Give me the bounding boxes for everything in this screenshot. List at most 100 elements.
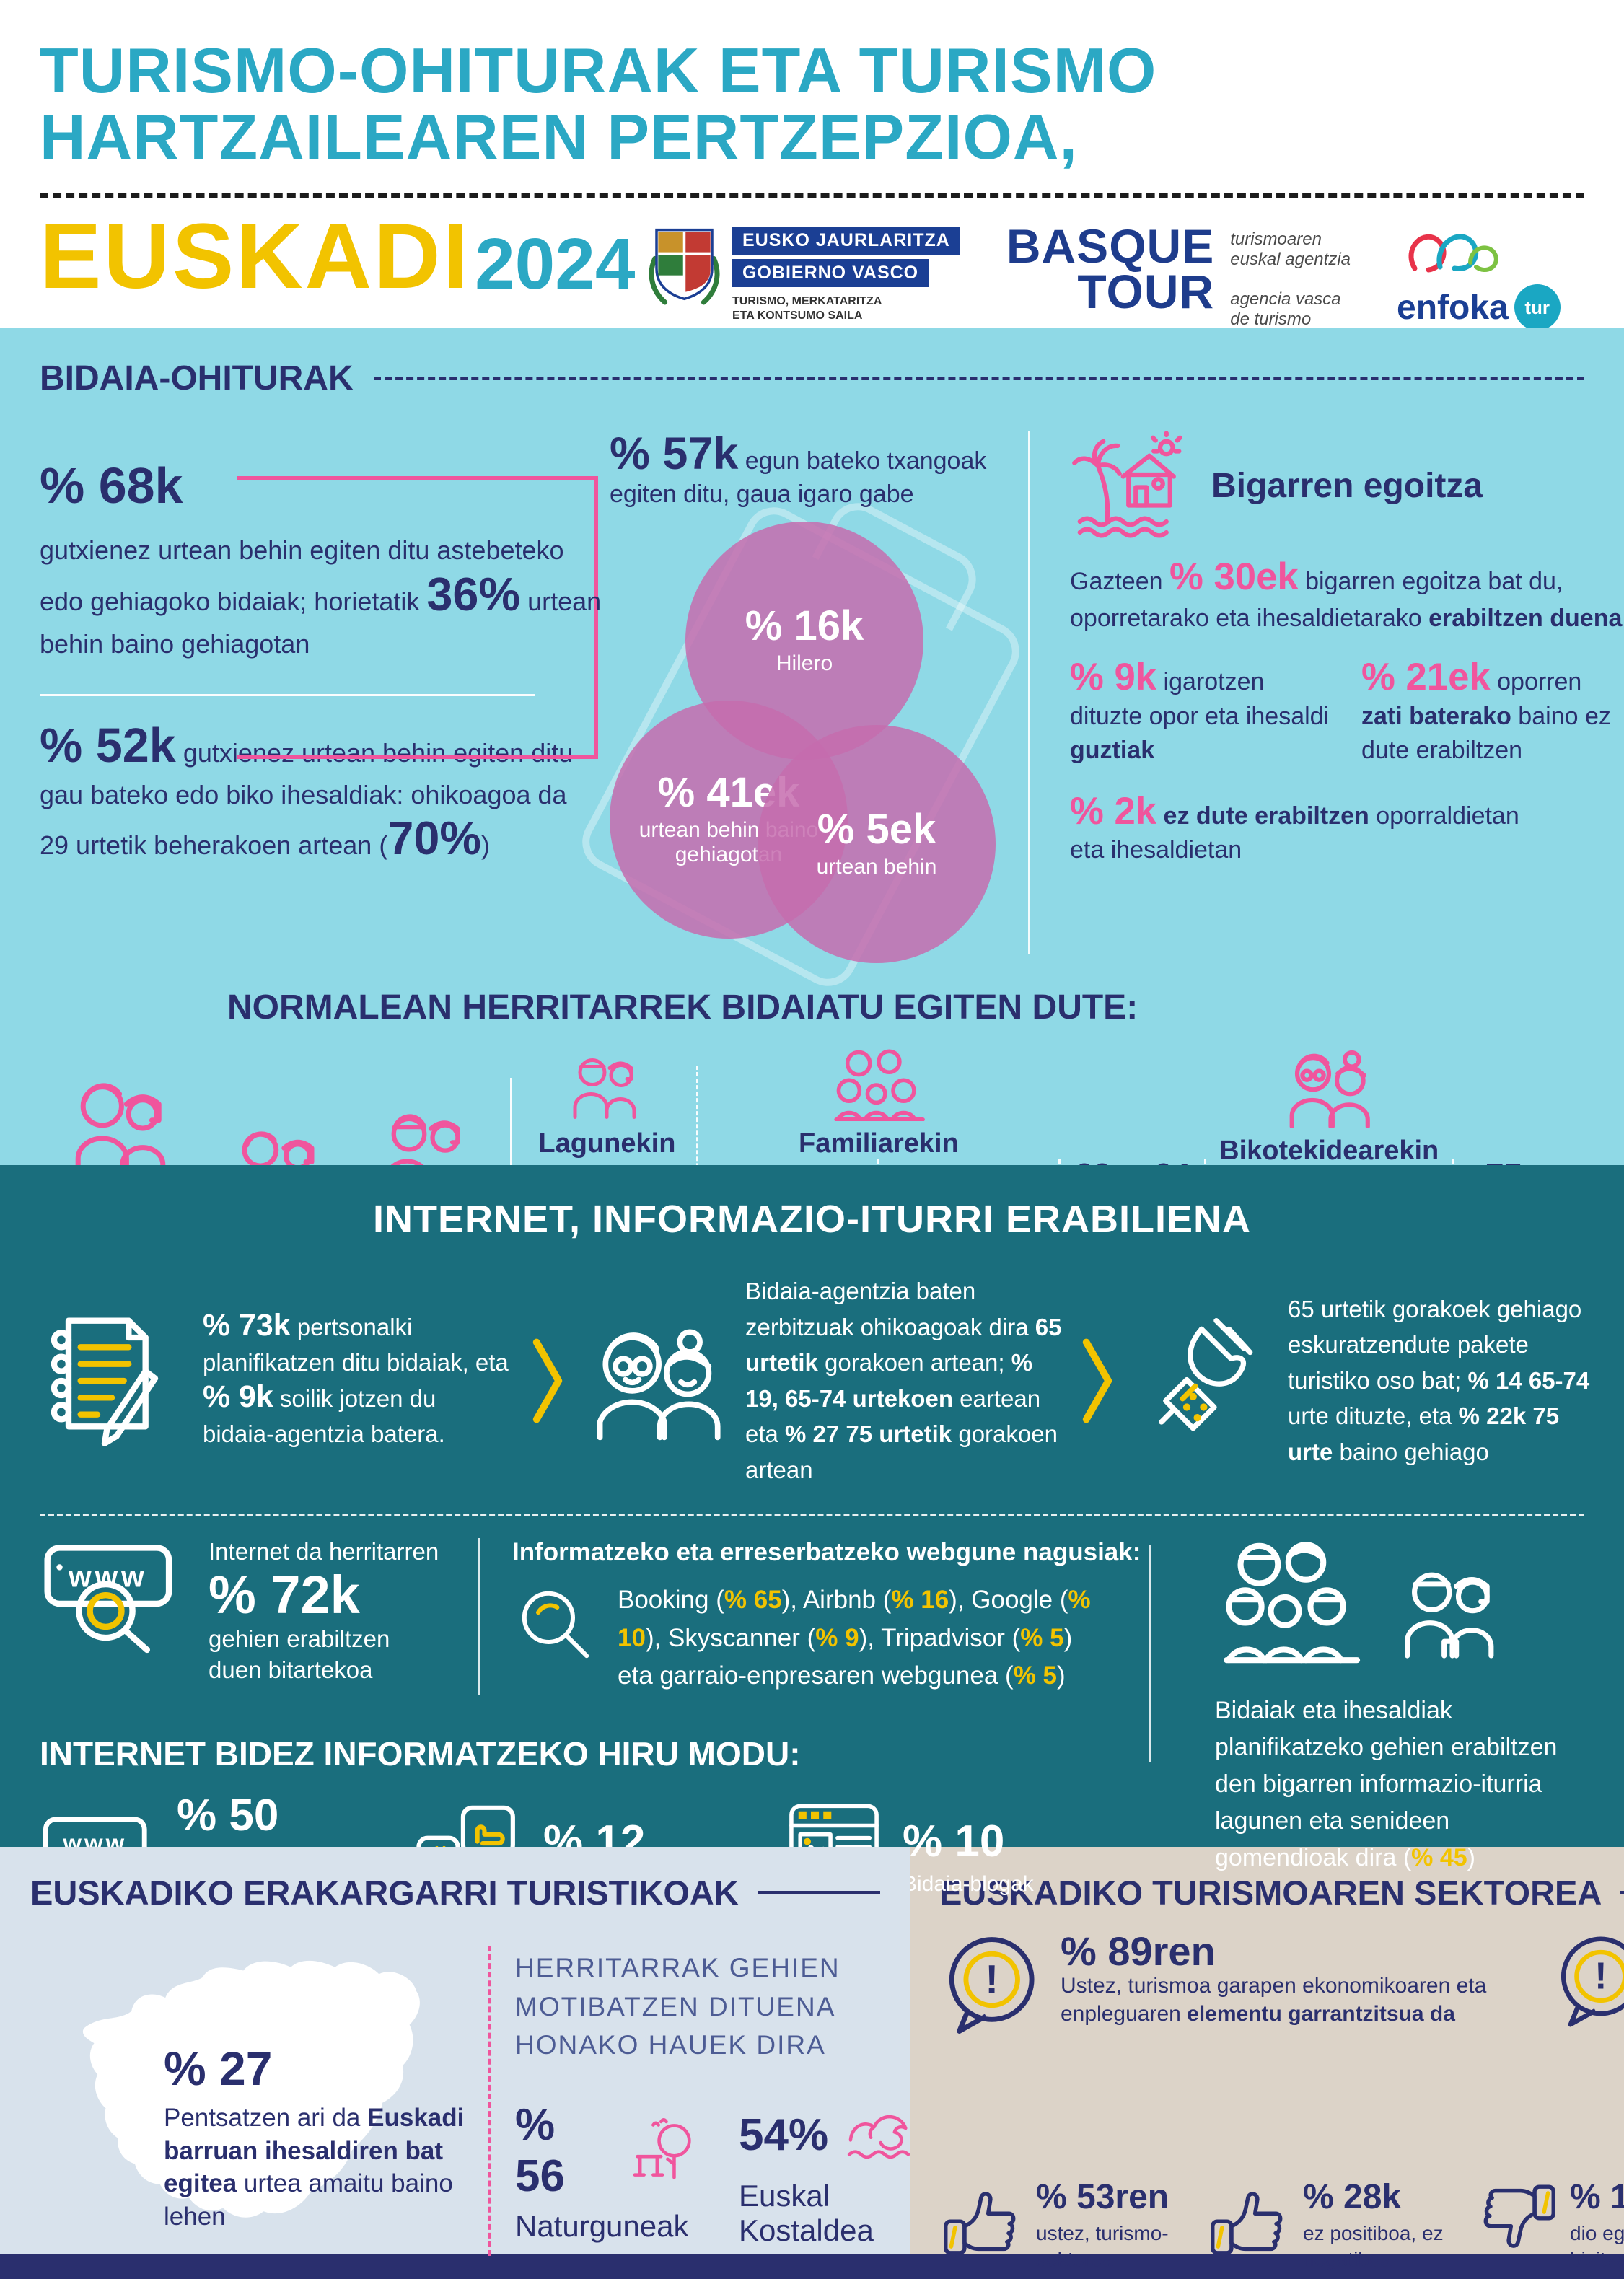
park-icon <box>627 2115 699 2187</box>
government-name-es: GOBIERNO VASCO <box>732 259 929 287</box>
svg-text:!: ! <box>985 1957 998 2001</box>
internet-heading: INTERNET, INFORMAZIO-ITURRI ERABILIENA <box>373 1198 1251 1241</box>
title-line2: HARTZAILEAREN PERTZEPZIOA, <box>40 101 1078 173</box>
couple-icon <box>40 1078 201 1179</box>
thumb-up-icon <box>1206 2180 1293 2260</box>
second-home-intro: Gazteen % 30ek bigarren egoitza bat du, … <box>1070 556 1623 632</box>
exclamation-bubble-icon: ! <box>1552 1931 1624 2032</box>
divider-vertical <box>1149 1545 1151 1762</box>
palm-house-icon <box>1070 431 1193 540</box>
package-block: 65 urtetik gorakoek gehiago eskuratzendu… <box>1132 1291 1605 1470</box>
venn-more-than-yearly: % 41ek urtean behin baino gehiagotan <box>610 700 848 939</box>
internet-dashed-divider <box>40 1514 1584 1516</box>
title-line1: TURISMO-OHITURAK ETA TURISMO <box>40 35 1157 106</box>
government-shield-icon <box>646 224 722 359</box>
second-home-stat-9: % 9k igarotzen dituzte opor eta ihesaldi… <box>1070 656 1330 765</box>
divider-vertical <box>478 1538 480 1695</box>
internet-usage-lead: Internet da herritarren <box>209 1538 439 1565</box>
enfokatur-scribble-icon <box>1397 224 1584 281</box>
big-family-icon <box>711 1049 1045 1121</box>
section-tourism-sector: EUSKADIKO TURISMOAREN SEKTOREA ! <box>910 1847 1624 2279</box>
sector-heading: EUSKADIKO TURISMOAREN SEKTOREA <box>939 1873 1624 1913</box>
stat-57-text: % 57k egun bateko txangoak egiten ditu, … <box>610 429 987 508</box>
chevron-right-icon <box>532 1338 563 1424</box>
svg-text:www: www <box>68 1560 147 1593</box>
chevron-right-icon <box>1081 1338 1113 1424</box>
euskadi-map <box>30 1920 463 2259</box>
sector-stat-53: % 53ren ustez, turismo-sektorea positibo… <box>939 2179 1188 2279</box>
second-home-block: Bigarren egoitza Gazteen % 30ek bigarren… <box>1030 431 1624 954</box>
motivation-coast: 54% <box>739 2099 944 2248</box>
stat-68-value: % 68k <box>40 457 183 514</box>
svg-text:!: ! <box>1594 1955 1607 1997</box>
tur-badge: tur <box>1514 284 1561 330</box>
planning-text: % 73k pertsonalki planifikatzen ditu bid… <box>203 1307 509 1447</box>
map-stat-text: Pentsatzen ari da Euskadi barruan ihesal… <box>164 2104 465 2231</box>
page-title: TURISMO-OHITURAK ETA TURISMO HARTZAILEAR… <box>40 35 1584 173</box>
euskadi-map-block: % 27 Pentsatzen ari da Euskadi barruan i… <box>30 1920 464 2279</box>
notebook-pencil-icon <box>40 1309 184 1453</box>
motivation-nature: % 56 <box>515 2099 699 2248</box>
thumb-up-icon <box>939 2180 1026 2260</box>
section-internet: INTERNET, INFORMAZIO-ITURRI ERABILIENA <box>0 1165 1624 1922</box>
second-home-stat-21: % 21ek oporren zati baterako baino ez du… <box>1361 656 1611 765</box>
websites-text: Booking (% 65), Airbnb (% 16), Google (%… <box>618 1586 1091 1690</box>
modes-heading: INTERNET BIDEZ INFORMATZEKO HIRU MODU: <box>40 1734 801 1773</box>
enfoka-wordmark: enfoka <box>1397 288 1509 327</box>
department-eu: TURISMO, MERKATARITZA ETA KONTSUMO SAILA <box>732 295 882 322</box>
agency-text: Bidaia-agentzia baten zerbitzuak ohikoag… <box>745 1278 1062 1483</box>
heading-line <box>1620 1891 1624 1894</box>
pink-bracket <box>237 476 598 759</box>
wave-icon <box>843 2099 915 2172</box>
second-home-stat-2: % 2k ez dute erabiltzen oporraldietan et… <box>1070 789 1519 864</box>
sector-stat-28: % 28k ez positiboa, ez negatiboa <box>1206 2179 1454 2279</box>
stat-52-text: % 52k gutxienez urtean behin egiten ditu… <box>40 719 574 865</box>
sector-stat-89: ! % 89ren Ustez, turismoa garapen ekonom… <box>939 1931 1526 2151</box>
venn-once-a-year: % 5ek urtean behin <box>758 724 996 963</box>
stat-68-block: % 68k gutxienez urtean behin egiten ditu… <box>40 431 602 954</box>
stat-68-text: gutxienez urtean behin egiten ditu asteb… <box>40 535 602 659</box>
websites-heading: Informatzeko eta erreserbatzeko webgune … <box>512 1538 1141 1566</box>
second-home-title: Bigarren egoitza <box>1211 466 1483 505</box>
edition-year: 2024 <box>475 224 636 304</box>
recommendations-block: Bidaiak eta ihesaldiak planifikatzeko ge… <box>1180 1538 1584 1923</box>
attractions-heading: EUSKADIKO ERAKARGARRI TURISTIKOAK <box>30 1873 880 1913</box>
stat-89-text: Ustez, turismoa garapen ekonomikoaren et… <box>1061 1974 1487 2026</box>
sector-stat-51: ! Oso garrantzitsutzat jotzen duen % 51k… <box>1552 1931 1624 2151</box>
sector-stat-11: % 11 dio eguneroko bizitzan eragin negat… <box>1473 2179 1624 2279</box>
companions-heading: NORMALEAN HERRITARREK BIDAIATU EGITEN DU… <box>227 988 1138 1027</box>
map-stat: % 27 Pentsatzen ari da Euskadi barruan i… <box>164 2041 496 2233</box>
basque-tour-logo: BASQUE TOUR turismoaren euskal agentzia … <box>1006 219 1351 349</box>
travel-habits-heading: BIDAIA-OHITURAK <box>40 359 1584 398</box>
header: TURISMO-OHITURAK ETA TURISMO HARTZAILEAR… <box>0 0 1624 404</box>
package-text: 65 urtetik gorakoek gehiago eskuratzendu… <box>1288 1295 1590 1465</box>
hand-watch-icon <box>1132 1312 1269 1449</box>
agency-block: Bidaia-agentzia baten zerbitzuak ohikoag… <box>582 1273 1063 1488</box>
exclamation-bubble-icon: ! <box>939 1931 1048 2039</box>
internet-usage-block: www Internet da herritarren % 72k gehien… <box>40 1538 447 1686</box>
section-travel-habits: BIDAIA-OHITURAK % 68k gutxienez urtean b… <box>0 328 1624 1379</box>
group-icon <box>1215 1538 1366 1668</box>
stat-divider <box>40 693 535 696</box>
government-name-eu: EUSKO JAURLARITZA <box>732 227 960 255</box>
seniors-icon <box>582 1316 727 1446</box>
heading-line <box>757 1891 880 1894</box>
basque-tour-taglines: turismoaren euskal agentzia agencia vasc… <box>1230 229 1351 329</box>
internet-usage-pct: % 72k <box>209 1565 360 1625</box>
two-friends-icon <box>1391 1553 1514 1668</box>
basque-tour-wordmark: BASQUE TOUR <box>1006 219 1215 318</box>
motivations-block: HERRITARRAK GEHIEN MOTIBATZEN DITUENA HO… <box>515 1920 944 2279</box>
www-search-icon: www <box>40 1538 191 1654</box>
edition-region: EUSKADI <box>40 205 471 308</box>
heading-dashed-line <box>373 377 1584 380</box>
magnifier-icon <box>512 1581 599 1668</box>
thumb-down-icon <box>1473 2180 1560 2260</box>
planning-block: % 73k pertsonalki planifikatzen ditu bid… <box>40 1309 513 1453</box>
divider-pink-dashed <box>488 1946 491 2256</box>
footer-bar <box>0 2254 1624 2279</box>
elderly-couple-icon <box>1219 1049 1439 1128</box>
websites-block: Informatzeko eta erreserbatzeko webgune … <box>512 1538 1141 1695</box>
section-attractions: EUSKADIKO ERAKARGARRI TURISTIKOAK % 27 P… <box>0 1847 910 2256</box>
map-stat-pct: % 27 <box>164 2042 273 2095</box>
